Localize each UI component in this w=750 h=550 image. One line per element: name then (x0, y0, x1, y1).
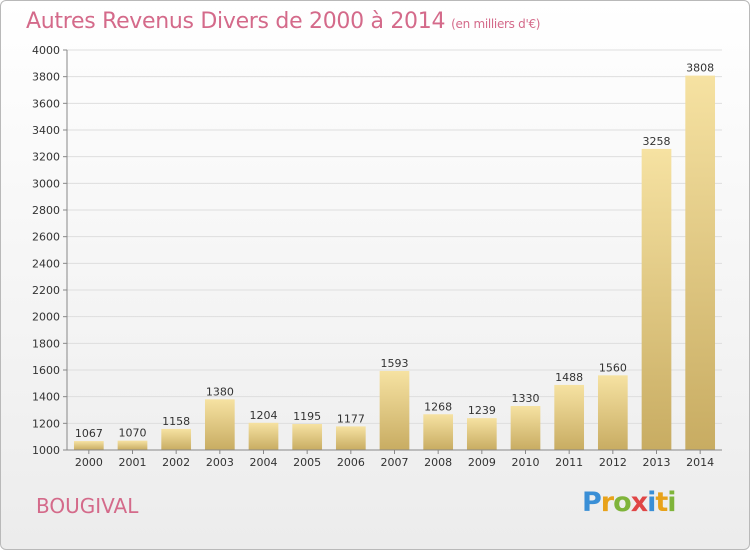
y-tick-label: 1600 (32, 364, 60, 377)
y-tick-label: 2800 (32, 204, 60, 217)
x-tick-label: 2011 (555, 456, 583, 469)
bar (554, 384, 585, 450)
x-tick-label: 2012 (599, 456, 627, 469)
y-tick-label: 2600 (32, 231, 60, 244)
logo-letter: o (613, 487, 632, 518)
bar-value-label: 1330 (512, 392, 540, 405)
grid-lines (67, 49, 722, 451)
bar (117, 440, 148, 450)
y-tick-label: 3400 (32, 124, 60, 137)
x-axis: 2000 2001 2002 2003 2004 2005 2006 2007 2008 2009… (67, 449, 722, 469)
x-tick-label: 2010 (512, 456, 540, 469)
y-tick-label: 3600 (32, 97, 60, 110)
bar (292, 424, 323, 450)
proxiti-logo[interactable]: Proxiti (582, 487, 677, 518)
y-tick-label: 1200 (32, 417, 60, 430)
title-text: Autres Revenus Divers de 2000 à 2014 (26, 9, 446, 34)
bar (597, 375, 628, 450)
chart-title: Autres Revenus Divers de 2000 à 2014 (en … (26, 9, 540, 34)
bar (423, 414, 454, 450)
bar-value-label: 1070 (119, 427, 147, 440)
bar-value-label: 1177 (337, 412, 365, 425)
y-axis: 1000 1200 1400 1600 1800 2000 2200 2400 2600 2800… (32, 44, 68, 457)
bar (510, 406, 541, 450)
bar (685, 75, 716, 450)
y-tick-label: 1400 (32, 391, 60, 404)
y-tick-label: 3000 (32, 177, 60, 190)
y-tick-label: 1800 (32, 337, 60, 350)
title-unit: (en milliers d'€) (451, 17, 541, 31)
bar-value-label: 1560 (599, 361, 627, 374)
bar (204, 399, 235, 450)
bar (248, 422, 279, 450)
bar (379, 370, 410, 450)
y-tick-label: 2400 (32, 257, 60, 270)
bar-value-label: 1204 (250, 409, 278, 422)
bar-value-label: 1593 (381, 357, 409, 370)
bar (641, 148, 672, 450)
bar-value-label: 3258 (643, 135, 671, 148)
x-tick-label: 2013 (643, 456, 671, 469)
commune-name: BOUGIVAL (36, 494, 139, 518)
y-tick-label: 4000 (32, 44, 60, 57)
bar-value-label: 1488 (555, 371, 583, 384)
logo-letter: i (667, 487, 676, 518)
logo-letter: i (647, 487, 656, 518)
bar (161, 428, 192, 450)
y-tick-label: 1000 (32, 444, 60, 457)
bar-value-label: 1239 (468, 404, 496, 417)
x-tick-label: 2003 (206, 456, 234, 469)
x-tick-label: 2007 (381, 456, 409, 469)
bar-value-label: 1268 (424, 400, 452, 413)
y-tick-label: 2200 (32, 284, 60, 297)
bar-value-label: 1380 (206, 385, 234, 398)
bar (335, 426, 366, 450)
bar-value-label: 1158 (162, 415, 190, 428)
x-tick-label: 2002 (162, 456, 190, 469)
bars: 1067 1070 1158 1380 1204 1195 1177 1593 1268 1239… (73, 62, 716, 450)
logo-letter: r (600, 487, 614, 518)
bar-value-label: 1195 (293, 410, 321, 423)
logo-letter: t (655, 487, 668, 518)
y-tick-label: 2000 (32, 311, 60, 324)
bar-value-label: 3808 (686, 62, 714, 75)
y-tick-label: 3200 (32, 151, 60, 164)
x-tick-label: 2005 (293, 456, 321, 469)
logo-letter: x (630, 487, 648, 518)
bar-value-label: 1067 (75, 427, 103, 440)
x-tick-label: 2008 (424, 456, 452, 469)
x-tick-label: 2009 (468, 456, 496, 469)
x-tick-label: 2004 (250, 456, 278, 469)
bar (73, 441, 104, 450)
y-tick-label: 3800 (32, 71, 60, 84)
logo-letter: P (582, 487, 602, 518)
bar (466, 418, 497, 450)
x-tick-label: 2000 (75, 456, 103, 469)
x-tick-label: 2006 (337, 456, 365, 469)
x-tick-label: 2001 (119, 456, 147, 469)
x-tick-label: 2014 (686, 456, 714, 469)
